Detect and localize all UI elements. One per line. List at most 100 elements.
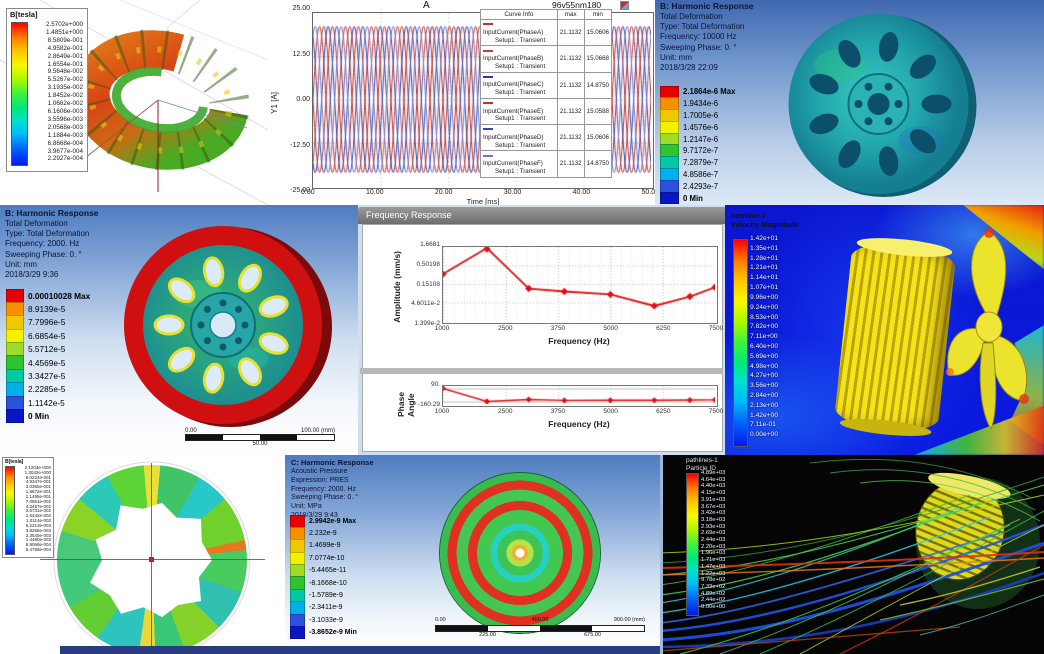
legend-value: 1.07e+01 bbox=[750, 284, 779, 292]
legend-entry: 2.2285e-5 bbox=[6, 382, 90, 397]
curve-name: InputCurrent(PhaseB) bbox=[483, 55, 544, 62]
y-tick-label: 25.00 bbox=[292, 5, 310, 12]
legend-entry: 7.0774e-10 bbox=[290, 551, 357, 566]
legend-value: 1.4576e-6 bbox=[683, 122, 719, 132]
panel-velocity-contour[interactable]: contour-2 Velocity Magnitude 1.42e+01 1.3… bbox=[725, 205, 1044, 455]
legend-swatch bbox=[6, 288, 24, 303]
window-titlebar[interactable]: Frequency Response bbox=[358, 207, 725, 224]
info-line: Type: Total Deformation bbox=[660, 22, 745, 32]
legend-value: 7.0651e-002 bbox=[25, 498, 51, 504]
x-tick-label: 40.00 bbox=[572, 189, 591, 196]
curve-name: InputCurrent(PhaseE) bbox=[483, 107, 544, 115]
info-line: Unit: MPa bbox=[291, 503, 322, 511]
result-info: B: Harmonic Response Total Deformation T… bbox=[5, 208, 99, 280]
curve-setup: Setup1 : Transient bbox=[495, 115, 546, 123]
curve-row: InputCurrent(PhaseD) Setup1 : Transient 2… bbox=[480, 123, 613, 152]
x-tick-label: 0.00 bbox=[301, 189, 315, 196]
x-tick-label: 7500 bbox=[708, 408, 724, 415]
curve-swatch bbox=[483, 154, 493, 157]
panel-particle-pathlines[interactable]: pathlines-1 Particle ID 4.89e+03 4.64e+03… bbox=[660, 455, 1044, 654]
curve-row: InputCurrent(PhaseB) Setup1 : Transient 2… bbox=[480, 45, 613, 73]
curve-min: 15.0606 bbox=[583, 123, 613, 152]
legend-value: 1.7005e-6 bbox=[683, 110, 719, 120]
phase-plot-area[interactable] bbox=[442, 385, 718, 407]
curve-min: 15.0606 bbox=[583, 18, 613, 47]
panel-harmonic-response-10000hz[interactable]: B: Harmonic Response Total Deformation T… bbox=[655, 0, 1044, 205]
legend-value: 4.9347e-001 bbox=[25, 479, 51, 485]
x-tick-label: 1000 bbox=[434, 325, 450, 332]
legend-value: 4.89e+02 bbox=[701, 590, 726, 597]
coil-3d-view bbox=[70, 29, 250, 192]
table-header-min: min bbox=[583, 9, 613, 20]
legend-value: 3.3427e-5 bbox=[28, 371, 66, 382]
legend-swatch bbox=[6, 368, 24, 384]
curve-name: InputCurrent(PhaseC) bbox=[483, 81, 544, 89]
legend-value: 1.42e+00 bbox=[750, 411, 779, 419]
legend-value: -1.5789e-9 bbox=[309, 592, 343, 600]
curve-min: 14.8750 bbox=[583, 150, 613, 178]
info-line: 2018/3/29 9:43 bbox=[291, 512, 338, 520]
legend-value: -3.8652e-9 Min bbox=[309, 629, 357, 637]
x-axis-label: Time [ms] bbox=[466, 197, 500, 205]
legend-entry: 9.7172e-7 bbox=[660, 144, 735, 158]
ruler-mid: 50.00 bbox=[252, 441, 268, 447]
legend-value: 2.232e-9 bbox=[309, 530, 337, 538]
legend-value: 1.14e+01 bbox=[750, 274, 779, 282]
legend-value: -2.3411e-9 bbox=[309, 604, 343, 612]
x-tick-label: 2500 bbox=[497, 408, 513, 415]
legend-value: 1.22e+03 bbox=[701, 570, 726, 577]
legend-value: 2.2927e-004 bbox=[47, 155, 83, 163]
legend-swatch bbox=[6, 382, 24, 397]
curve-max: 21.1132 bbox=[556, 123, 585, 152]
panel-harmonic-response-2000hz[interactable]: B: Harmonic Response Total Deformation T… bbox=[0, 205, 358, 455]
y-tick-label: -25.00 bbox=[290, 187, 310, 194]
window-splitter[interactable] bbox=[360, 368, 723, 374]
panel-flux-density-coil[interactable]: B[tesla] 2.5702e+000 1.4851e+000 8.5809e-0… bbox=[0, 0, 268, 205]
legend-value: 3.1935e-002 bbox=[47, 84, 83, 92]
legend-value: 1.8672e-001 bbox=[25, 489, 51, 495]
window-title: Frequency Response bbox=[366, 210, 452, 220]
legend-entry: 8.9139e-5 bbox=[6, 301, 90, 317]
legend-value: 1.4480e-003 bbox=[25, 537, 51, 543]
legend-value: 1.21e+01 bbox=[750, 264, 779, 272]
amplitude-plot-area[interactable] bbox=[442, 246, 718, 324]
legend-entry: 2.4293e-7 bbox=[660, 179, 735, 193]
panel-flux-density-rotor[interactable]: B[tesla] 2.1203e+000 1.3042e+000 8.0224e-0… bbox=[0, 455, 285, 654]
legend-value: 5.5267e-002 bbox=[47, 76, 83, 84]
x-tick-label: 3750 bbox=[550, 408, 566, 415]
info-line: Total Deformation bbox=[660, 11, 723, 21]
phase-canvas bbox=[443, 386, 715, 404]
legend-value: 2.3540e-003 bbox=[25, 532, 51, 538]
y-tick-label: 1.6681 bbox=[420, 241, 440, 248]
ruler-min: 0.00 bbox=[435, 617, 446, 623]
legend-entry: 2.9942e-9 Max bbox=[290, 514, 357, 528]
curve-max: 21.1132 bbox=[556, 18, 585, 47]
legend-value: 5.5712e-5 bbox=[28, 344, 66, 355]
y-tick-label: 0.00 bbox=[296, 96, 310, 103]
legend-entry: 1.4699e-9 bbox=[290, 539, 357, 553]
ruler-q3: 675.00 bbox=[584, 632, 601, 638]
legend-entry: 5.5712e-5 bbox=[6, 342, 90, 357]
origin-marker bbox=[149, 557, 154, 562]
y-axis-label: Y1 [A] bbox=[269, 91, 279, 114]
legend-value: 2.69e+03 bbox=[701, 530, 726, 537]
panel-acoustic-pressure[interactable]: C: Harmonic Response Acoustic Pressure E… bbox=[285, 455, 660, 654]
curve-row: InputCurrent(PhaseE) Setup1 : Transient 2… bbox=[480, 97, 613, 126]
table-header-info: Curve Info bbox=[480, 9, 558, 20]
legend-swatch bbox=[290, 626, 305, 640]
curve-info-table: Curve Info max min InputCurrent(PhaseA) S… bbox=[480, 9, 613, 178]
legend-value: 3.67e+03 bbox=[701, 503, 726, 510]
legend-entry: 2.1864e-6 Max bbox=[660, 85, 735, 99]
curve-swatch bbox=[483, 75, 493, 78]
legend-entry: 0.00010028 Max bbox=[6, 288, 90, 303]
deformation-legend: 0.00010028 Max 8.9139e-5 7.7996e-5 6.685… bbox=[6, 288, 90, 424]
legend-entry: -1.5789e-9 bbox=[290, 588, 357, 603]
curve-row: InputCurrent(PhaseF) Setup1 : Transient 2… bbox=[480, 150, 613, 178]
x-tick-label: 30.00 bbox=[503, 189, 522, 196]
curve-setup: Setup1 : Transient bbox=[495, 141, 546, 149]
x-tick-label: 7500 bbox=[708, 325, 724, 332]
curve-setup: Setup1 : Transient bbox=[495, 89, 546, 96]
legend-value: 3.42e+03 bbox=[701, 510, 726, 517]
legend-title: B[tesla] bbox=[5, 459, 24, 465]
x-tick-label: 10.00 bbox=[365, 189, 384, 196]
